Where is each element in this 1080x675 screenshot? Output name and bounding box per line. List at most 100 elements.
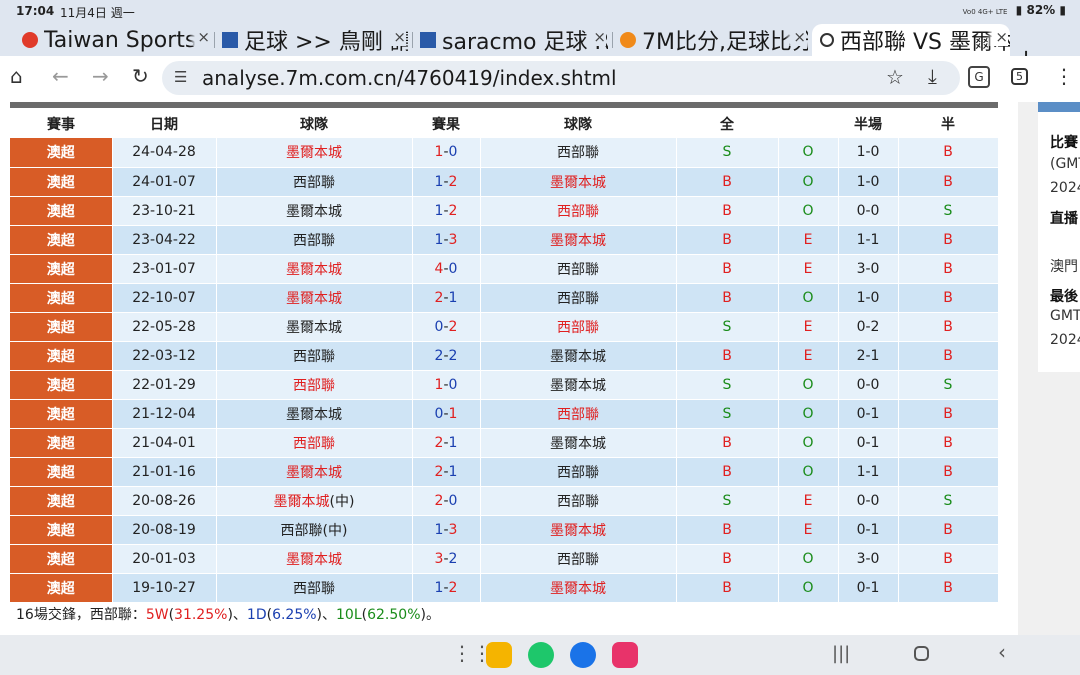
globe-favicon-icon (820, 33, 834, 47)
score-cell: 1-2 (412, 196, 481, 226)
tab-strip: Taiwan Sports × 足球 >> 鳥剛 請 × saracmo 足球 … (0, 22, 1080, 72)
star-icon[interactable]: ☆ (886, 65, 904, 89)
away-score: 1 (448, 434, 458, 451)
full-result-cell: S (676, 486, 779, 516)
half-result-cell: B (898, 341, 999, 371)
over-under-cell: E (778, 225, 839, 255)
half-score: 0-0 (856, 492, 880, 509)
away-team-cell: 西部聯 (480, 544, 677, 574)
nav-home-icon[interactable] (914, 646, 929, 661)
tab-saracmo[interactable]: saracmo 足球 R × (416, 24, 608, 56)
table-row: 澳超 23-01-07 墨爾本城 4-0 西部聯 B E 3-0 B (10, 254, 999, 284)
tab-football-1[interactable]: 足球 >> 鳥剛 請 × (218, 24, 408, 56)
back-icon[interactable]: ← (52, 64, 69, 88)
over-under: E (803, 231, 813, 248)
table-row: 澳超 21-12-04 墨爾本城 0-1 西部聯 S O 0-1 B (10, 399, 999, 429)
close-tab-icon[interactable]: × (385, 28, 406, 46)
download-icon[interactable]: ⤓ (928, 64, 937, 88)
over-under-cell: O (778, 457, 839, 487)
over-under-cell: E (778, 312, 839, 342)
nav-back-icon[interactable]: ‹ (998, 640, 1006, 664)
close-tab-icon[interactable]: × (189, 28, 210, 46)
home-team-cell: 墨爾本城 (216, 283, 413, 313)
table-row: 澳超 21-04-01 西部聯 2-1 墨爾本城 B O 0-1 B (10, 428, 999, 458)
full-result-cell: S (676, 138, 779, 168)
home-team: 西部聯 (293, 580, 335, 597)
half-score-cell: 0-1 (838, 399, 899, 429)
full-result: B (722, 434, 732, 451)
home-team-cell: 西部聯 (216, 428, 413, 458)
table-body: 澳超 24-04-28 墨爾本城 1-0 西部聯 S O 1-0 B 澳超 24-01-07 西部聯 1… (10, 138, 999, 603)
tab-7m-scores[interactable]: 7M比分,足球比分 × (616, 24, 808, 56)
taiwan-sports-favicon-icon (22, 32, 38, 48)
away-team-cell: 西部聯 (480, 196, 677, 226)
card-accent-bar (1038, 102, 1080, 112)
league-name: 澳超 (46, 232, 75, 249)
full-result-cell: B (676, 341, 779, 371)
half-result-cell: B (898, 399, 999, 429)
home-team-cell: 西部聯 (216, 167, 413, 197)
home-team: 西部聯 (293, 348, 335, 365)
league-name: 澳超 (46, 464, 75, 481)
league-cell: 澳超 (10, 254, 113, 284)
match-date: 23-04-22 (132, 231, 196, 248)
full-result: B (722, 260, 732, 277)
header-half-score: 半場 (838, 110, 898, 138)
chat-app-icon[interactable] (570, 642, 596, 668)
close-tab-icon[interactable]: × (785, 28, 806, 46)
away-score: 2 (448, 347, 458, 364)
home-score: 2 (434, 434, 444, 451)
league-cell: 澳超 (10, 515, 113, 545)
home-team: 墨爾本城 (286, 319, 342, 336)
status-right: Vo0 4G+ LTE ▮ 82% ▮ (963, 3, 1066, 17)
half-result: B (943, 144, 953, 161)
away-team-cell: 西部聯 (480, 399, 677, 429)
full-result-cell: B (676, 167, 779, 197)
away-score: 2 (448, 202, 458, 219)
home-icon[interactable]: ⌂ (10, 64, 23, 88)
half-score: 1-0 (856, 144, 880, 161)
tab-active-match[interactable]: 西部聯 VS 墨爾本 × (812, 24, 1010, 56)
half-score-cell: 1-1 (838, 225, 899, 255)
match-date: 20-08-19 (132, 521, 196, 538)
half-result: B (943, 260, 953, 277)
url-text[interactable]: analyse.7m.com.cn/4760419/index.shtml (202, 66, 617, 90)
tab-switcher-icon[interactable]: 5 (1011, 68, 1028, 85)
home-team-cell: 墨爾本城(中) (216, 486, 413, 516)
half-result: B (943, 434, 953, 451)
phone-app-icon[interactable] (528, 642, 554, 668)
date-cell: 22-01-29 (112, 370, 217, 400)
half-score: 2-1 (856, 347, 880, 364)
apps-grid-icon[interactable]: ⋮⋮ (452, 641, 492, 665)
over-under: O (802, 289, 814, 306)
date-cell: 23-04-22 (112, 225, 217, 255)
reload-icon[interactable]: ↻ (132, 64, 149, 88)
full-result-cell: B (676, 196, 779, 226)
tab-taiwan-sports[interactable]: Taiwan Sports × (16, 24, 212, 56)
half-score: 0-1 (856, 434, 880, 451)
home-team-cell: 西部聯 (216, 225, 413, 255)
full-result: B (722, 289, 732, 306)
away-team-cell: 墨爾本城 (480, 573, 677, 603)
menu-icon[interactable]: ⋮ (1054, 64, 1074, 88)
league-cell: 澳超 (10, 428, 113, 458)
full-result: S (722, 405, 732, 422)
forward-icon[interactable]: → (92, 64, 109, 88)
side-text: 2024 (1050, 332, 1080, 348)
half-score: 1-1 (856, 231, 880, 248)
tune-icon[interactable]: ☰ (174, 68, 188, 86)
screen-recorder-icon[interactable] (612, 642, 638, 668)
league-cell: 澳超 (10, 370, 113, 400)
score-cell: 0-1 (412, 399, 481, 429)
translate-icon[interactable]: G (968, 66, 990, 88)
recents-icon[interactable]: ||| (832, 643, 851, 664)
full-result: B (722, 579, 732, 596)
close-tab-icon[interactable]: × (987, 28, 1008, 46)
close-tab-icon[interactable]: × (585, 28, 606, 46)
address-bar[interactable]: ☰ analyse.7m.com.cn/4760419/index.shtml … (162, 61, 960, 95)
home-score: 2 (434, 289, 444, 306)
league-cell: 澳超 (10, 544, 113, 574)
files-app-icon[interactable] (486, 642, 512, 668)
home-team: 西部聯 (293, 377, 335, 394)
home-team: 西部聯 (293, 174, 335, 191)
